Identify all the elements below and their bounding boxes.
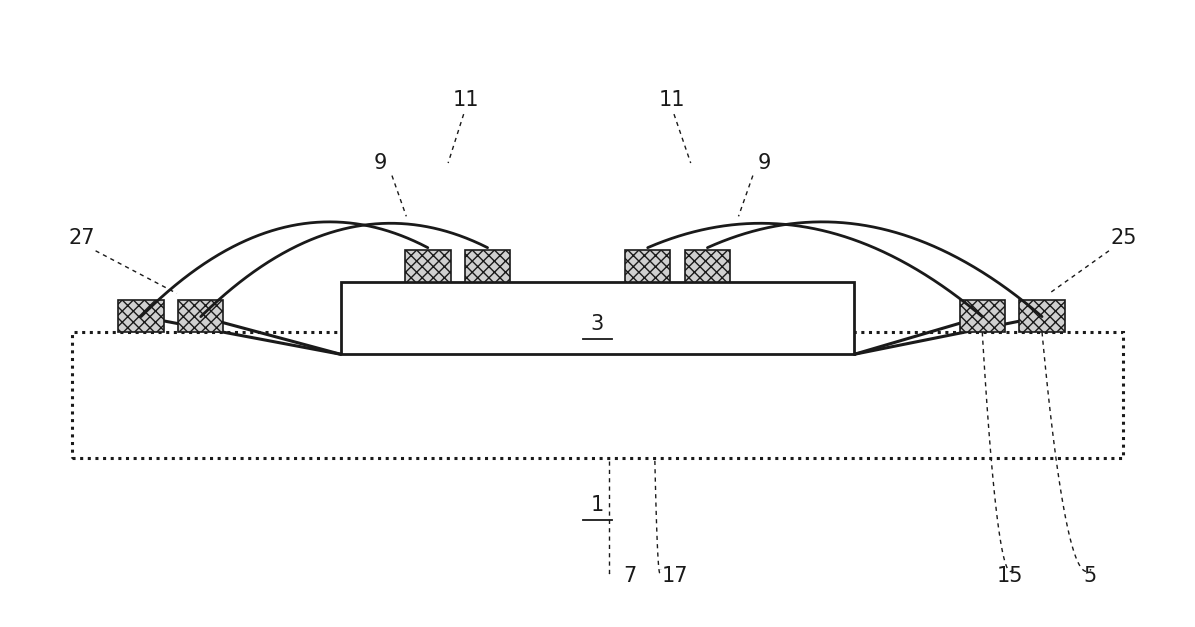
Bar: [341, 282, 854, 354]
Bar: [405, 250, 451, 282]
Text: 11: 11: [453, 90, 479, 110]
Text: 9: 9: [758, 153, 772, 173]
Text: 9: 9: [373, 153, 387, 173]
Bar: [72, 332, 1123, 458]
Text: 27: 27: [68, 228, 94, 248]
Bar: [625, 250, 670, 282]
Bar: [960, 300, 1005, 332]
Text: 17: 17: [662, 566, 688, 586]
Text: 7: 7: [623, 566, 637, 586]
Text: 25: 25: [1110, 228, 1136, 248]
Bar: [465, 250, 510, 282]
Text: 5: 5: [1083, 566, 1097, 586]
Text: 11: 11: [658, 90, 685, 110]
Text: 1: 1: [590, 495, 605, 515]
Text: 15: 15: [997, 566, 1023, 586]
Bar: [178, 300, 223, 332]
Text: 3: 3: [590, 314, 605, 334]
Bar: [685, 250, 730, 282]
Bar: [118, 300, 164, 332]
Bar: [1019, 300, 1065, 332]
